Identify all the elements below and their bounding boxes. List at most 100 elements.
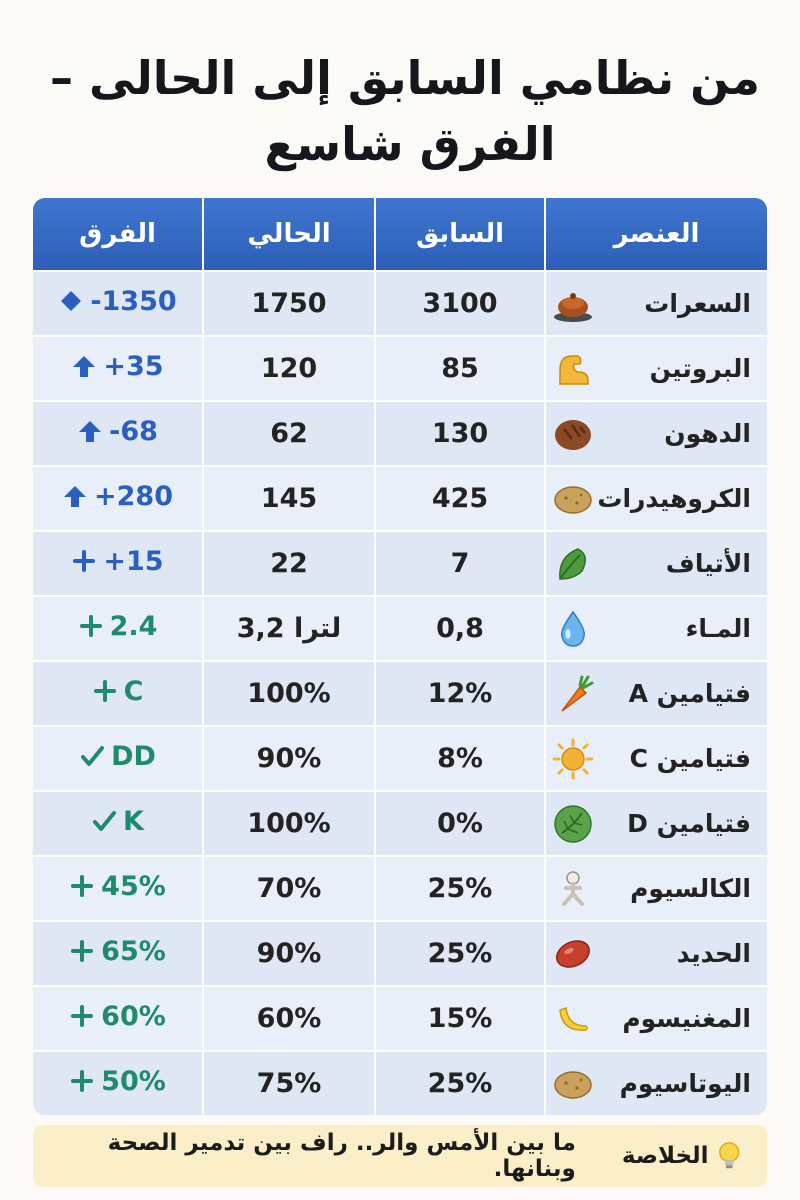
cell-current: 62: [202, 400, 375, 466]
cell-item: البروتين: [544, 335, 767, 401]
potato-icon: [554, 1070, 592, 1099]
cell-previous: 8%: [374, 725, 545, 791]
cell-item: المـاء: [544, 595, 767, 661]
sun-icon: [552, 738, 594, 779]
cell-item: السعرات: [544, 270, 767, 336]
difference-value: 45%: [101, 870, 166, 902]
plus-icon: [71, 940, 94, 963]
table-row: الأتياف 7 22 +15: [33, 530, 767, 596]
cell-previous: 25%: [374, 855, 545, 921]
difference-value: +35: [103, 350, 164, 382]
cell-current: 90%: [202, 725, 375, 791]
summary-text: ما بين الأمس والر.. راف بين تدمير الصحة …: [107, 1130, 576, 1182]
plus-icon: [71, 875, 94, 898]
item-name: فتيامين D: [627, 809, 751, 838]
table-row: فتيامين D 0% 100% K: [33, 790, 767, 856]
cell-current: 120: [202, 335, 375, 401]
cell-item: فتيامين C: [544, 725, 767, 791]
table-row: فتيامين C 8% 90% DD: [33, 725, 767, 791]
header-current: الحالي: [202, 198, 375, 271]
item-name: الحديد: [676, 939, 751, 968]
cell-previous: 0,8: [374, 595, 545, 661]
cell-difference: 45%: [33, 855, 203, 921]
cell-current: 75%: [202, 1050, 375, 1115]
cell-difference: 2.4: [33, 595, 203, 661]
leafy-green-icon: [559, 547, 586, 580]
diamond-icon: [61, 291, 82, 312]
table-row: البروتين 85 120 +35: [33, 335, 767, 401]
page-title: من نظامي السابق إلى الحالى – الفرق شاسع: [50, 45, 760, 177]
water-drop-icon: [560, 610, 586, 647]
item-name: فتيامين A: [628, 679, 751, 708]
plus-icon: [93, 680, 116, 703]
header-item: العنصر: [544, 198, 767, 271]
cell-current: 100%: [202, 660, 375, 726]
item-name: الأتياف: [665, 549, 751, 578]
cell-item: المغنيسوم: [544, 985, 767, 1051]
bread-icon: [555, 419, 591, 450]
difference-value: DD: [111, 740, 156, 772]
cell-previous: 25%: [374, 1050, 545, 1115]
cell-difference: +280: [33, 465, 203, 531]
cell-previous: 3100: [374, 270, 545, 336]
arrow-up-icon: [64, 486, 86, 508]
difference-value: C: [123, 675, 144, 707]
table-row: المـاء 0,8 لترا 3,2 2.4: [33, 595, 767, 661]
table-body: السعرات 3100 1750 -1350 البروتين 85 120 +35 الده…: [33, 270, 767, 1115]
item-name: المغنيسوم: [622, 1004, 751, 1033]
plus-icon: [73, 550, 96, 573]
flexed-biceps-icon: [559, 354, 589, 385]
cell-difference: -1350: [33, 270, 203, 336]
header-difference: الفرق: [33, 198, 203, 271]
cell-current: 1750: [202, 270, 375, 336]
table-row: الحديد 25% 90% 65%: [33, 920, 767, 986]
arrow-up-icon: [79, 421, 102, 443]
item-name: الدهون: [664, 419, 751, 448]
difference-value: +280: [94, 480, 173, 512]
cell-current: 145: [202, 465, 375, 531]
item-name: الكروهيدرات: [597, 484, 751, 513]
cell-difference: K: [33, 790, 203, 856]
cell-previous: 0%: [374, 790, 545, 856]
cell-item: الكروهيدرات: [544, 465, 767, 531]
difference-value: -68: [109, 415, 158, 447]
item-name: السعرات: [644, 289, 751, 318]
cell-item: اليوتاسيوم: [544, 1050, 767, 1115]
cell-difference: -68: [33, 400, 203, 466]
cell-difference: +35: [33, 335, 203, 401]
cell-current: 70%: [202, 855, 375, 921]
table-row: السعرات 3100 1750 -1350: [33, 270, 767, 336]
cell-current: 100%: [202, 790, 375, 856]
check-icon: [93, 811, 117, 832]
cell-previous: 425: [374, 465, 545, 531]
cell-difference: +15: [33, 530, 203, 596]
light-bulb-icon: [718, 1142, 739, 1169]
cell-difference: C: [33, 660, 203, 726]
arrow-up-icon: [73, 356, 96, 378]
difference-value: -1350: [90, 285, 177, 317]
cooked-meal-icon: [554, 292, 592, 322]
bone-figure-icon: [562, 870, 584, 906]
table-row: اليوتاسيوم 25% 75% 50%: [33, 1050, 767, 1115]
cell-item: الكالسيوم: [544, 855, 767, 921]
plus-icon: [79, 615, 102, 638]
difference-value: K: [123, 805, 144, 837]
table-header: العنصر السابق الحالي الفرق: [33, 198, 767, 271]
cell-previous: 85: [374, 335, 545, 401]
cell-difference: 50%: [33, 1050, 203, 1115]
cell-item: الحديد: [544, 920, 767, 986]
check-icon: [81, 746, 105, 767]
cell-item: الدهون: [544, 400, 767, 466]
potato-icon: [554, 485, 592, 514]
difference-value: 50%: [101, 1065, 166, 1097]
item-name: المـاء: [685, 614, 751, 643]
difference-value: 65%: [101, 935, 166, 967]
plus-icon: [71, 1005, 94, 1028]
plus-icon: [71, 1070, 94, 1093]
cell-previous: 7: [374, 530, 545, 596]
cell-difference: 65%: [33, 920, 203, 986]
difference-value: +15: [103, 545, 164, 577]
difference-value: 60%: [101, 1000, 166, 1032]
table-row: الكروهيدرات 425 145 +280: [33, 465, 767, 531]
table-row: الدهون 130 62 -68: [33, 400, 767, 466]
